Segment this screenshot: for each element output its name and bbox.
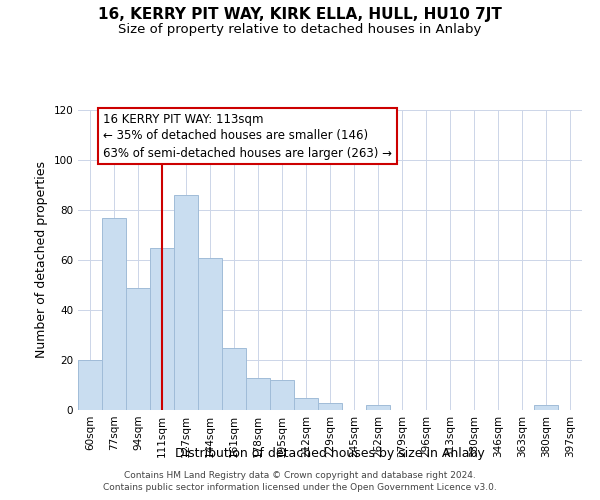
Bar [198, 258, 222, 410]
Text: Distribution of detached houses by size in Anlaby: Distribution of detached houses by size … [175, 448, 485, 460]
Bar [174, 195, 198, 410]
Text: Contains HM Land Registry data © Crown copyright and database right 2024.
Contai: Contains HM Land Registry data © Crown c… [103, 471, 497, 492]
Bar [222, 348, 246, 410]
Bar [126, 288, 150, 410]
Bar [246, 378, 270, 410]
Text: 16 KERRY PIT WAY: 113sqm
← 35% of detached houses are smaller (146)
63% of semi-: 16 KERRY PIT WAY: 113sqm ← 35% of detach… [103, 112, 392, 160]
Y-axis label: Number of detached properties: Number of detached properties [35, 162, 48, 358]
Bar [534, 405, 558, 410]
Bar [78, 360, 102, 410]
Bar [270, 380, 294, 410]
Bar [318, 402, 342, 410]
Bar [366, 405, 390, 410]
Bar [150, 248, 174, 410]
Bar [102, 218, 126, 410]
Bar [294, 398, 318, 410]
Text: 16, KERRY PIT WAY, KIRK ELLA, HULL, HU10 7JT: 16, KERRY PIT WAY, KIRK ELLA, HULL, HU10… [98, 8, 502, 22]
Text: Size of property relative to detached houses in Anlaby: Size of property relative to detached ho… [118, 22, 482, 36]
